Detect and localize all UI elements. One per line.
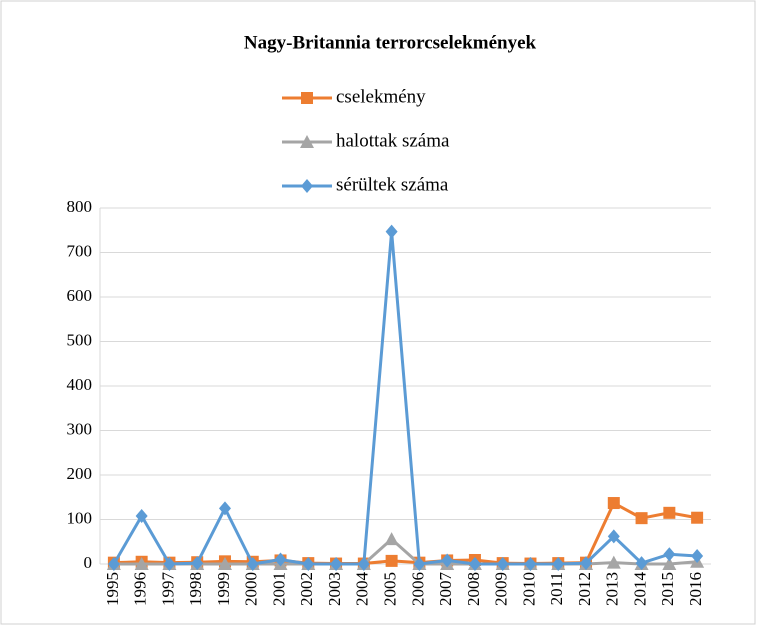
marker: [691, 548, 704, 563]
marker: [385, 224, 398, 239]
series-line: [113, 500, 698, 566]
x-tick-label: 1995: [103, 572, 122, 606]
x-tick-label: 1998: [186, 572, 205, 606]
marker: [218, 501, 231, 516]
x-tick-label: 2014: [630, 572, 649, 607]
marker: [301, 92, 313, 104]
series-line: [113, 537, 698, 566]
marker: [663, 547, 676, 562]
marker: [635, 556, 648, 571]
x-tick-label: 2007: [436, 572, 455, 607]
x-tick-label: 2005: [381, 572, 400, 606]
x-tick-label: 2011: [547, 572, 566, 605]
marker: [107, 557, 120, 571]
legend-label: cselekmény: [336, 86, 426, 107]
marker: [246, 557, 259, 571]
y-tick-label: 600: [67, 286, 93, 305]
marker: [385, 554, 398, 567]
x-tick-label: 1996: [131, 572, 150, 606]
x-tick-label: 2016: [686, 572, 705, 606]
x-tick-label: 2003: [325, 572, 344, 606]
x-tick-label: 2009: [492, 572, 511, 606]
marker: [163, 557, 176, 571]
marker: [663, 506, 676, 519]
y-tick-label: 300: [67, 419, 93, 438]
marker: [607, 497, 620, 510]
marker: [191, 556, 204, 571]
marker: [135, 508, 148, 523]
marker: [413, 557, 426, 571]
x-tick-label: 2015: [658, 572, 677, 606]
marker: [302, 557, 315, 571]
y-tick-label: 100: [67, 508, 93, 527]
marker: [606, 555, 621, 569]
legend-label: sérültek száma: [336, 174, 449, 195]
marker: [496, 557, 509, 571]
marker: [635, 512, 648, 525]
marker: [580, 556, 593, 571]
y-tick-label: 0: [84, 553, 93, 572]
x-tick-label: 2001: [269, 572, 288, 606]
marker: [274, 552, 287, 567]
y-tick-label: 400: [67, 375, 93, 394]
marker: [134, 557, 149, 570]
marker: [607, 529, 620, 544]
marker: [301, 179, 313, 193]
x-tick-label: 1997: [158, 572, 177, 607]
y-tick-label: 800: [67, 197, 93, 216]
x-tick-label: 2006: [408, 572, 427, 606]
marker: [330, 557, 343, 571]
marker: [217, 557, 232, 570]
y-tick-label: 700: [67, 241, 93, 260]
chart-title: Nagy-Britannia terrorcselekmények: [244, 32, 537, 53]
x-tick-label: 2002: [297, 572, 316, 606]
x-tick-label: 1999: [214, 572, 233, 606]
marker: [384, 532, 399, 546]
x-tick-label: 2008: [464, 572, 483, 606]
x-tick-label: 2012: [575, 572, 594, 606]
y-tick-label: 500: [67, 330, 93, 349]
marker: [357, 557, 370, 571]
x-tick-label: 2000: [242, 572, 261, 606]
marker: [468, 557, 481, 571]
marker: [441, 553, 454, 568]
marker: [691, 511, 704, 524]
series-line: [112, 231, 698, 566]
marker: [524, 557, 537, 571]
legend-label: halottak száma: [336, 130, 450, 151]
y-tick-label: 200: [67, 464, 93, 483]
x-tick-label: 2010: [519, 572, 538, 606]
marker: [662, 557, 677, 570]
marker: [552, 557, 565, 571]
marker: [300, 135, 314, 148]
x-tick-label: 2004: [353, 572, 372, 607]
x-tick-label: 2013: [603, 572, 622, 606]
